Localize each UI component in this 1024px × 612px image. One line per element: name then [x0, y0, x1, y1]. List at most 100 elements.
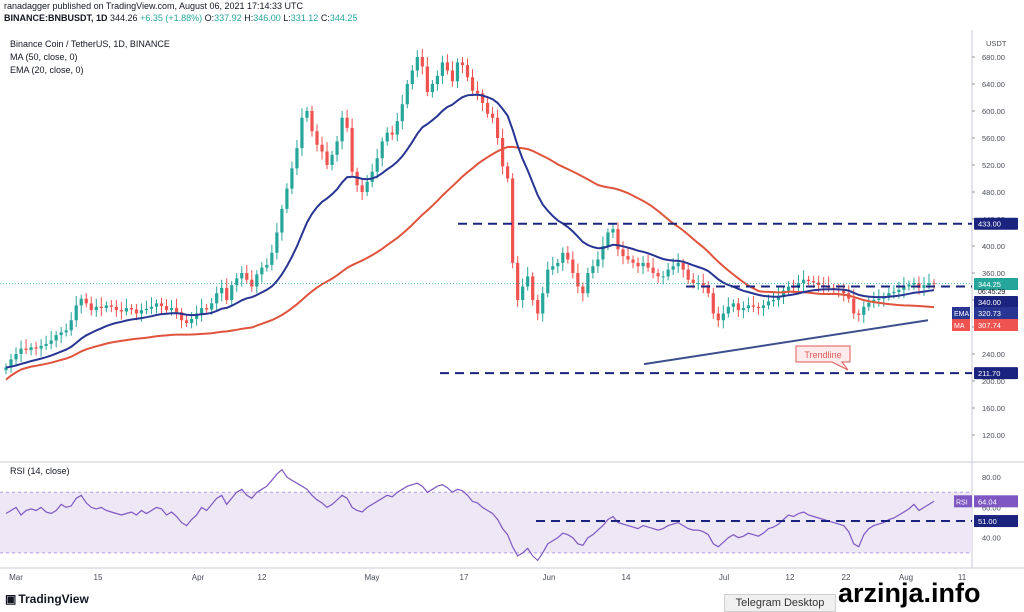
candle-up [541, 293, 545, 314]
candle-up [300, 117, 304, 149]
rsi-tick-label: 60.00 [982, 503, 1001, 512]
ema-tag-label: EMA [954, 311, 970, 318]
rsi-level-label: 51.00 [978, 517, 997, 526]
candle-down [691, 279, 695, 284]
candle-up [54, 335, 58, 341]
candle-up [862, 306, 866, 315]
candle-down [576, 273, 580, 287]
ma50-line [5, 145, 935, 381]
candle-up [270, 252, 274, 265]
candle-up [144, 308, 149, 311]
candle-down [646, 262, 650, 268]
level-211-label-bg [974, 367, 1018, 380]
candle-up [551, 266, 555, 270]
candle-up [776, 295, 781, 300]
currency-label: USDT [986, 39, 1007, 48]
time-axis-label: 12 [786, 573, 795, 582]
watermark: arzinja.info [838, 578, 981, 608]
candle-up [405, 84, 409, 105]
candle-down [756, 306, 761, 309]
indicator-value-bg [974, 307, 1018, 319]
price-tick-label: 160.00 [982, 404, 1005, 413]
candle-down [205, 308, 209, 310]
candle-up [867, 302, 871, 307]
price-tick-label: 400.00 [982, 242, 1005, 251]
candle-up [200, 308, 204, 314]
candle-down [34, 347, 38, 349]
time-axis-label: 14 [622, 573, 631, 582]
candle-down [350, 127, 354, 172]
ema-value-label: 320.73 [978, 309, 1001, 318]
candle-up [786, 286, 791, 291]
candle-up [230, 285, 234, 300]
rsi-value-bg [974, 495, 1018, 508]
candle-up [676, 262, 680, 267]
time-axis-label: 15 [94, 573, 103, 582]
candle-up [375, 158, 379, 172]
candle-down [812, 281, 816, 283]
candle-up [290, 168, 294, 189]
candle-up [335, 141, 339, 155]
level-340-label: 340.00 [978, 298, 1001, 307]
price-tick-label: 680.00 [982, 53, 1005, 62]
candle-down [450, 70, 455, 82]
candle-down [159, 303, 164, 307]
candle-up [330, 154, 334, 165]
candle-up [696, 283, 700, 285]
candle-up [49, 340, 53, 344]
candle-up [902, 286, 906, 290]
candle-down [480, 93, 485, 103]
last-price-label: 344.25 [978, 280, 1001, 289]
candle-up [546, 269, 550, 294]
candle-down [84, 298, 88, 304]
close-value: 344.25 [329, 13, 358, 23]
candle-up [149, 306, 154, 309]
candle-down [320, 144, 324, 152]
candle-down [651, 267, 655, 273]
time-axis-label: May [364, 573, 379, 582]
candle-down [531, 276, 535, 300]
candle-up [721, 313, 725, 321]
candle-up [195, 313, 199, 319]
low-label: L: [283, 13, 291, 23]
open-value: 337.92 [214, 13, 242, 23]
price-tick-label: 120.00 [982, 431, 1005, 440]
candle-up [596, 259, 600, 267]
candle-up [897, 289, 901, 292]
candle-up [761, 305, 766, 309]
telegram-desktop-button[interactable]: Telegram Desktop [724, 594, 836, 612]
candle-up [430, 84, 434, 93]
candle-up [440, 62, 445, 76]
tradingview-logo[interactable]: ▣ TradingView [5, 592, 89, 606]
trendline-label: Trendline [804, 350, 841, 360]
candle-up [190, 318, 194, 323]
price-tick-label: 560.00 [982, 134, 1005, 143]
candle-down [129, 308, 134, 310]
candle-down [495, 117, 500, 138]
candle-up [14, 354, 18, 360]
candle-up [611, 229, 615, 233]
price-tick-label: 640.00 [982, 80, 1005, 89]
candle-up [210, 303, 214, 310]
candle-up [154, 303, 159, 307]
candle-up [370, 171, 374, 182]
candle-up [661, 276, 665, 278]
candle-down [536, 300, 540, 314]
last-price-label-bg [974, 278, 1018, 290]
candle-up [285, 188, 289, 209]
candle-up [104, 305, 108, 309]
high-label: H: [244, 13, 254, 23]
candle-up [9, 359, 13, 368]
rsi-tick-label: 80.00 [982, 473, 1001, 482]
candle-down [315, 131, 319, 145]
candle-down [114, 306, 118, 311]
candle-down [706, 285, 710, 294]
candle-down [511, 178, 515, 263]
chart-title: Binance Coin / TetherUS, 1D, BINANCE [10, 39, 170, 49]
legend-ema[interactable]: EMA (20, close, 0) [10, 65, 84, 75]
candle-down [852, 298, 856, 314]
candle-up [801, 279, 806, 284]
legend-rsi[interactable]: RSI (14, close) [10, 466, 70, 476]
legend-ma[interactable]: MA (50, close, 0) [10, 52, 78, 62]
